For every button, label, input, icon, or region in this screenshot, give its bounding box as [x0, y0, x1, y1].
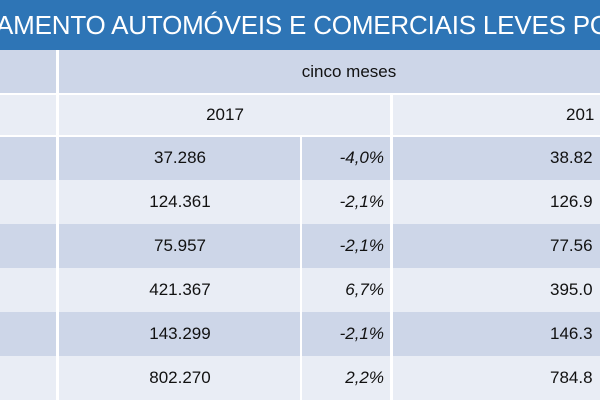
- value-2016-cell: 146.3: [392, 312, 600, 356]
- value-2016: 395.0: [550, 280, 593, 299]
- row-label-cell: [0, 356, 58, 400]
- value-2016-cell: 38.82: [392, 136, 600, 180]
- header-year-2017: 2017: [206, 105, 244, 124]
- header-year-2016: 201: [566, 105, 595, 124]
- row-label-cell: [0, 268, 58, 312]
- row-separator: [0, 93, 600, 95]
- column-separator: [390, 94, 393, 400]
- variation-cell: 2,2%: [302, 356, 392, 400]
- value-2017: 75.957: [154, 236, 206, 255]
- value-2016: 38.82: [550, 148, 593, 167]
- variation-cell: -2,1%: [302, 312, 392, 356]
- column-separator: [300, 136, 302, 400]
- variation: 2,2%: [345, 368, 384, 387]
- value-2016-cell: 77.56: [392, 224, 600, 268]
- header-label-cell: [0, 94, 58, 136]
- value-2016-cell: 395.0: [392, 268, 600, 312]
- column-separator: [56, 50, 59, 400]
- value-2016: 126.9: [550, 192, 593, 211]
- value-2016: 77.56: [550, 236, 593, 255]
- variation: -2,1%: [339, 192, 384, 211]
- table-title-bar: AMENTO AUTOMÓVEIS E COMERCIAIS LEVES POR: [0, 0, 600, 50]
- table-title: AMENTO AUTOMÓVEIS E COMERCIAIS LEVES POR: [0, 10, 600, 40]
- row-label-cell: [0, 136, 58, 180]
- header-year-2017-cell: 2017: [58, 94, 392, 136]
- row-label-cell: [0, 180, 58, 224]
- variation-cell: -4,0%: [302, 136, 392, 180]
- header-period-cell: cinco meses: [58, 50, 600, 94]
- variation-cell: -2,1%: [302, 224, 392, 268]
- variation-cell: -2,1%: [302, 180, 392, 224]
- value-2016-cell: 784.8: [392, 356, 600, 400]
- variation: -2,1%: [339, 236, 384, 255]
- value-2017: 124.361: [149, 192, 211, 211]
- variation: -4,0%: [339, 148, 384, 167]
- value-2017-cell: 143.299: [58, 312, 302, 356]
- value-2017-cell: 75.957: [58, 224, 302, 268]
- row-separator: [0, 135, 600, 137]
- header-corner-cell: [0, 50, 58, 94]
- header-year-2016-cell: 201: [392, 94, 600, 136]
- value-2016: 146.3: [550, 324, 593, 343]
- header-period-label: cinco meses: [301, 62, 397, 81]
- value-2016: 784.8: [550, 368, 593, 387]
- variation-cell: 6,7%: [302, 268, 392, 312]
- variation: -2,1%: [339, 324, 384, 343]
- row-label-cell: [0, 224, 58, 268]
- value-2017-cell: 421.367: [58, 268, 302, 312]
- value-2017-cell: 802.270: [58, 356, 302, 400]
- value-2017: 37.286: [154, 148, 206, 167]
- value-2017: 802.270: [149, 368, 211, 387]
- row-label-cell: [0, 312, 58, 356]
- variation: 6,7%: [345, 280, 384, 299]
- value-2016-cell: 126.9: [392, 180, 600, 224]
- value-2017: 421.367: [149, 280, 211, 299]
- value-2017-cell: 37.286: [58, 136, 302, 180]
- value-2017-cell: 124.361: [58, 180, 302, 224]
- value-2017: 143.299: [149, 324, 211, 343]
